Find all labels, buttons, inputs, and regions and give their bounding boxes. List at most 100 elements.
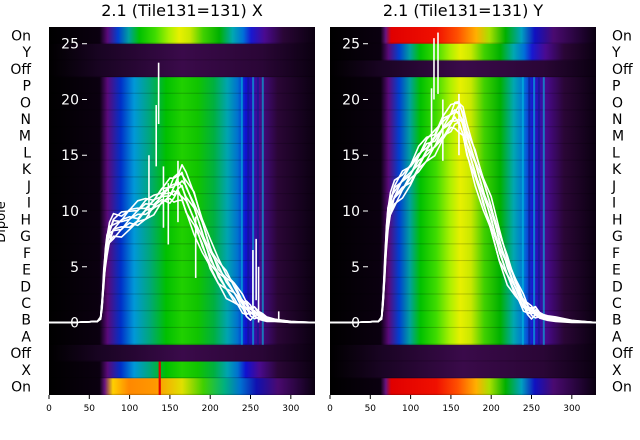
dipole-label: C bbox=[21, 296, 31, 312]
x-tick-label: 250 bbox=[242, 404, 259, 414]
heatmap-row bbox=[49, 294, 315, 312]
heatmap-streak bbox=[521, 77, 524, 345]
heatmap-row bbox=[330, 378, 596, 395]
dipole-label: E bbox=[22, 263, 31, 279]
dipole-label: K bbox=[22, 162, 32, 178]
heatmap-row-separator bbox=[330, 259, 596, 262]
heatmap-row-separator bbox=[49, 126, 315, 128]
heatmap-row-separator bbox=[330, 377, 596, 379]
heatmap-row-separator bbox=[330, 159, 596, 161]
heatmap-row-separator bbox=[330, 209, 596, 211]
dipole-label: D bbox=[612, 279, 623, 295]
left-power-lines bbox=[49, 62, 315, 324]
dipole-label: E bbox=[612, 263, 621, 279]
heatmap-row-separator bbox=[330, 226, 596, 228]
heatmap-row bbox=[49, 27, 315, 45]
heatmap-row bbox=[330, 60, 596, 78]
dipole-label: D bbox=[20, 279, 31, 295]
dipole-label: X bbox=[612, 363, 622, 379]
heatmap-row-separator bbox=[49, 243, 315, 245]
x-tick-label: 250 bbox=[523, 404, 540, 414]
heatmap-row-separator bbox=[330, 293, 596, 295]
heatmap-row-separator bbox=[49, 176, 315, 178]
dipole-label: Off bbox=[612, 346, 633, 362]
heatmap-row bbox=[49, 144, 315, 162]
heatmap-streak bbox=[542, 77, 545, 345]
dipole-label: O bbox=[20, 95, 31, 111]
y-tick-label: 25 bbox=[342, 37, 360, 53]
dipole-label: I bbox=[27, 196, 31, 212]
y-tick-label: 5 bbox=[351, 260, 360, 276]
heatmap-row bbox=[49, 328, 315, 346]
x-tick-label: 200 bbox=[202, 404, 219, 414]
heatmap-row-separator bbox=[330, 92, 596, 94]
heatmap-row-separator bbox=[330, 310, 596, 312]
dipole-label: H bbox=[612, 212, 623, 228]
y-tick-label: 10 bbox=[61, 204, 79, 220]
y-tick-label: 20 bbox=[61, 92, 79, 108]
heatmap-row bbox=[330, 294, 596, 312]
heatmap-streak bbox=[252, 77, 255, 345]
left-x-ticks: 0 50 100 150 200 250 300 bbox=[46, 395, 300, 414]
heatmap-streak bbox=[261, 77, 264, 345]
dipole-label: J bbox=[611, 179, 616, 195]
heatmap-row-separator bbox=[49, 193, 315, 195]
dipole-label: B bbox=[21, 313, 31, 329]
heatmap-row-separator bbox=[330, 193, 596, 195]
heatmap-streak bbox=[247, 77, 250, 345]
dipole-label: Y bbox=[21, 45, 31, 61]
dipole-label: H bbox=[20, 212, 31, 228]
x-tick-label: 0 bbox=[327, 404, 333, 414]
heatmap-row-separator bbox=[49, 377, 315, 379]
heatmap-row-separator bbox=[330, 360, 596, 362]
heatmap-streak bbox=[528, 77, 531, 345]
heatmap-row-separator bbox=[49, 393, 315, 395]
heatmap-row-separator bbox=[330, 75, 596, 78]
heatmap-hot-channel bbox=[158, 361, 161, 395]
left-title: 2.1 (Tile131=131) X bbox=[101, 1, 263, 20]
left-heatmap bbox=[49, 27, 315, 395]
heatmap-row-separator bbox=[330, 243, 596, 245]
heatmap-row bbox=[330, 244, 596, 262]
heatmap-row bbox=[49, 361, 315, 379]
heatmap-row-separator bbox=[330, 142, 596, 145]
heatmap-row-separator bbox=[49, 226, 315, 228]
dipole-axis-label: Dipole bbox=[0, 201, 9, 242]
heatmap-row bbox=[49, 227, 315, 246]
dipole-label: F bbox=[23, 246, 31, 262]
heatmap-row bbox=[330, 227, 596, 246]
heatmap-row-separator bbox=[330, 59, 596, 61]
heatmap-row-separator bbox=[49, 276, 315, 278]
dipole-label: Y bbox=[611, 45, 621, 61]
dipole-label: J bbox=[26, 179, 31, 195]
heatmap-row-separator bbox=[49, 142, 315, 145]
dipole-label: On bbox=[612, 28, 632, 44]
heatmap-row-separator bbox=[330, 326, 596, 329]
heatmap-row-separator bbox=[330, 343, 596, 345]
dipole-label: Off bbox=[10, 346, 31, 362]
y-tick-label: 20 bbox=[342, 92, 360, 108]
heatmap-row-separator bbox=[49, 75, 315, 78]
heatmap-row bbox=[49, 60, 315, 78]
dipole-label: B bbox=[612, 313, 622, 329]
heatmap-row bbox=[49, 127, 315, 145]
y-tick-label: 15 bbox=[342, 148, 360, 164]
dipole-label: A bbox=[612, 329, 622, 345]
right-power-lines bbox=[330, 32, 596, 324]
heatmap-row bbox=[330, 144, 596, 162]
dipole-label: X bbox=[21, 363, 31, 379]
heatmap-row bbox=[330, 160, 596, 179]
heatmap-row-separator bbox=[49, 360, 315, 362]
heatmap-row-separator bbox=[49, 109, 315, 111]
dipole-label: F bbox=[612, 246, 620, 262]
dipole-label: I bbox=[612, 196, 616, 212]
heatmap-row-separator bbox=[49, 259, 315, 262]
dipole-label: A bbox=[21, 329, 31, 345]
heatmap-row bbox=[330, 211, 596, 229]
y-tick-label: 0 bbox=[70, 316, 79, 332]
heatmap-row bbox=[49, 344, 315, 363]
heatmap-row-separator bbox=[330, 276, 596, 278]
dipole-label: P bbox=[23, 79, 31, 95]
dipole-label: Off bbox=[612, 62, 633, 78]
